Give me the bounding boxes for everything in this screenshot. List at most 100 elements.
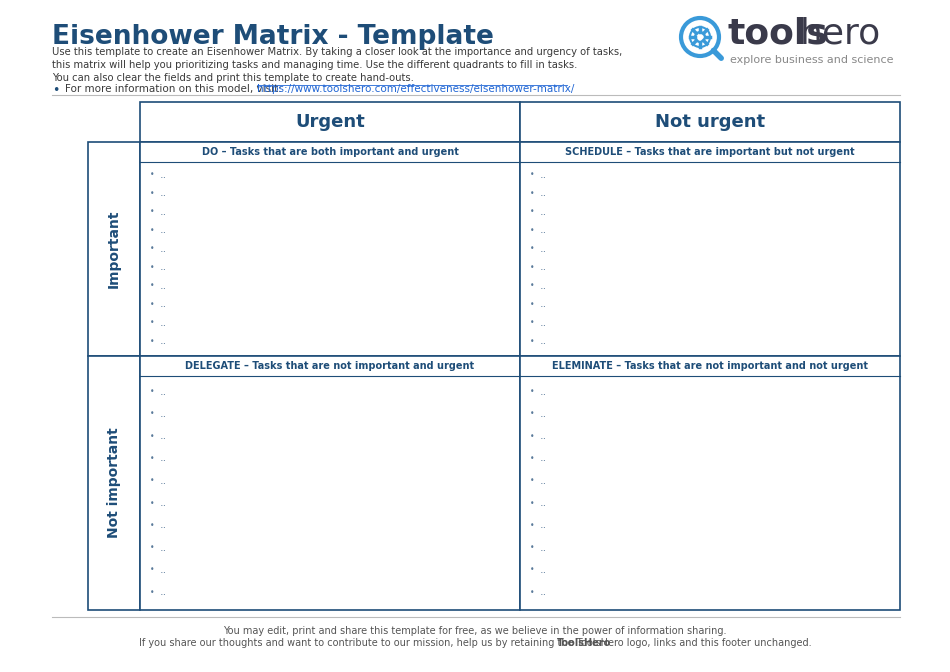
- Text: ..: ..: [160, 188, 167, 198]
- Text: ..: ..: [540, 386, 547, 396]
- Text: ..: ..: [160, 542, 167, 552]
- Text: ..: ..: [540, 262, 547, 272]
- Text: •: •: [530, 565, 535, 575]
- Text: You can also clear the fields and print this template to create hand-outs.: You can also clear the fields and print …: [52, 73, 414, 83]
- Text: •: •: [150, 499, 155, 507]
- Text: •: •: [150, 245, 155, 253]
- Text: Not urgent: Not urgent: [655, 113, 765, 131]
- Text: •: •: [530, 189, 535, 198]
- Text: ..: ..: [540, 207, 547, 217]
- Text: ..: ..: [160, 244, 167, 254]
- FancyBboxPatch shape: [88, 142, 140, 356]
- Text: •: •: [150, 387, 155, 396]
- Text: ..: ..: [540, 520, 547, 530]
- Text: Important: Important: [107, 210, 121, 288]
- Text: ..: ..: [540, 587, 547, 597]
- Text: •: •: [150, 588, 155, 597]
- Text: For more information on this model, visit:: For more information on this model, visi…: [65, 84, 285, 94]
- Text: ..: ..: [540, 318, 547, 328]
- Text: •: •: [530, 282, 535, 290]
- Text: •: •: [150, 263, 155, 271]
- Text: ..: ..: [160, 318, 167, 328]
- FancyBboxPatch shape: [520, 142, 900, 356]
- FancyBboxPatch shape: [140, 356, 520, 610]
- FancyBboxPatch shape: [88, 356, 140, 610]
- Text: ..: ..: [160, 520, 167, 530]
- Text: ..: ..: [540, 431, 547, 442]
- Text: DO – Tasks that are both important and urgent: DO – Tasks that are both important and u…: [201, 147, 459, 157]
- Text: ..: ..: [160, 225, 167, 235]
- Text: •: •: [150, 454, 155, 463]
- Text: •: •: [530, 171, 535, 179]
- Text: Not important: Not important: [107, 427, 121, 538]
- Text: ..: ..: [540, 565, 547, 575]
- Text: ..: ..: [540, 170, 547, 180]
- Text: •: •: [150, 300, 155, 308]
- Text: ..: ..: [540, 498, 547, 508]
- Text: •: •: [530, 387, 535, 396]
- Text: DELEGATE – Tasks that are not important and urgent: DELEGATE – Tasks that are not important …: [185, 361, 475, 371]
- Text: •: •: [530, 431, 535, 441]
- Text: •: •: [530, 263, 535, 271]
- Text: •: •: [530, 319, 535, 327]
- Text: ..: ..: [540, 281, 547, 291]
- Text: ..: ..: [540, 244, 547, 254]
- Text: hero: hero: [800, 17, 882, 51]
- Text: ..: ..: [160, 386, 167, 396]
- Text: this matrix will help you prioritizing tasks and managing time. Use the differen: this matrix will help you prioritizing t…: [52, 60, 578, 70]
- Text: •: •: [530, 337, 535, 345]
- Text: ..: ..: [540, 225, 547, 235]
- Text: •: •: [150, 337, 155, 345]
- Text: •: •: [150, 409, 155, 419]
- Text: •: •: [530, 499, 535, 507]
- Text: You may edit, print and share this template for free, as we believe in the power: You may edit, print and share this templ…: [223, 626, 727, 636]
- Text: ..: ..: [160, 336, 167, 346]
- Text: •: •: [150, 171, 155, 179]
- Text: ..: ..: [540, 188, 547, 198]
- Text: If you share our thoughts and want to contribute to our mission, help us by reta: If you share our thoughts and want to co…: [139, 638, 811, 648]
- Text: •: •: [530, 521, 535, 530]
- Text: •: •: [530, 226, 535, 235]
- FancyBboxPatch shape: [140, 142, 520, 356]
- Text: ..: ..: [160, 454, 167, 464]
- Text: ..: ..: [160, 587, 167, 597]
- Text: ..: ..: [160, 281, 167, 291]
- Text: ..: ..: [540, 336, 547, 346]
- Text: ..: ..: [540, 542, 547, 552]
- Text: ..: ..: [160, 565, 167, 575]
- Text: •: •: [150, 521, 155, 530]
- Text: ..: ..: [160, 207, 167, 217]
- Text: ..: ..: [160, 299, 167, 309]
- Text: ..: ..: [540, 476, 547, 486]
- FancyBboxPatch shape: [520, 356, 900, 610]
- Text: ..: ..: [160, 476, 167, 486]
- Text: •: •: [150, 476, 155, 485]
- Text: •: •: [530, 409, 535, 419]
- Text: •: •: [530, 476, 535, 485]
- Text: ToolsHero: ToolsHero: [557, 638, 611, 648]
- Text: ..: ..: [160, 431, 167, 442]
- Text: •: •: [150, 319, 155, 327]
- Text: •: •: [150, 565, 155, 575]
- FancyBboxPatch shape: [140, 102, 520, 142]
- Text: •: •: [52, 84, 59, 97]
- Text: •: •: [530, 588, 535, 597]
- Text: •: •: [150, 282, 155, 290]
- FancyBboxPatch shape: [520, 102, 900, 142]
- Text: explore business and science: explore business and science: [730, 55, 894, 65]
- Text: ELEMINATE – Tasks that are not important and not urgent: ELEMINATE – Tasks that are not important…: [552, 361, 868, 371]
- Text: •: •: [150, 543, 155, 552]
- Text: •: •: [530, 454, 535, 463]
- Text: ..: ..: [160, 170, 167, 180]
- Text: Eisenhower Matrix - Template: Eisenhower Matrix - Template: [52, 24, 494, 50]
- Text: ..: ..: [160, 409, 167, 419]
- Text: •: •: [530, 543, 535, 552]
- Text: Use this template to create an Eisenhower Matrix. By taking a closer look at the: Use this template to create an Eisenhowe…: [52, 47, 622, 57]
- Text: ..: ..: [540, 299, 547, 309]
- Text: ..: ..: [160, 498, 167, 508]
- Text: •: •: [150, 208, 155, 216]
- Text: tools: tools: [728, 17, 828, 51]
- Text: Urgent: Urgent: [295, 113, 365, 131]
- Text: •: •: [530, 300, 535, 308]
- Text: •: •: [150, 226, 155, 235]
